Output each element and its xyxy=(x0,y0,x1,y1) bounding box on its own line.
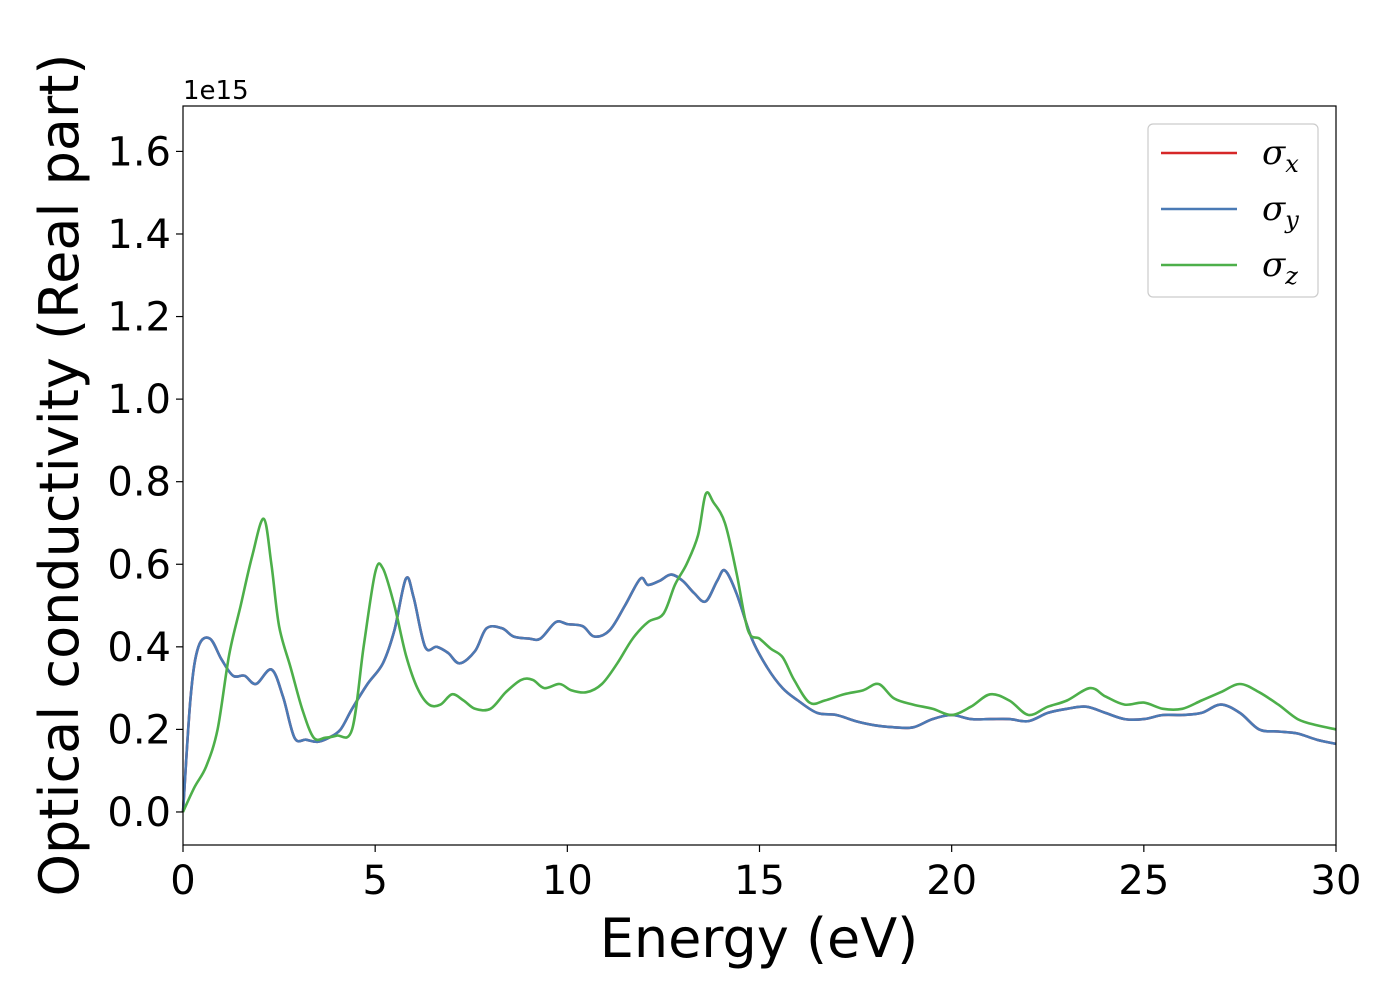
x-axis-ticks: 0 5 10 15 20 25 30 xyxy=(170,845,1361,904)
legend-label-y: σy xyxy=(1262,189,1299,234)
x-tick-label: 0 xyxy=(170,858,195,904)
y-offset-label: 1e15 xyxy=(183,76,249,106)
x-tick-label: 20 xyxy=(926,858,977,904)
y-tick-label: 0.2 xyxy=(107,707,171,753)
x-axis-title: Energy (eV) xyxy=(600,907,919,970)
legend-label-x: σx xyxy=(1262,133,1299,178)
y-tick-label: 0.6 xyxy=(107,542,171,588)
y-axis-title: Optical conductivity (Real part) xyxy=(28,54,91,897)
x-tick-label: 10 xyxy=(542,858,593,904)
x-tick-label: 25 xyxy=(1118,858,1169,904)
y-tick-label: 1.2 xyxy=(107,295,171,341)
series-layer xyxy=(181,491,1337,813)
y-tick-label: 0.4 xyxy=(107,625,171,671)
y-tick-label: 0.8 xyxy=(107,460,171,506)
legend: σx σy σz xyxy=(1147,123,1319,298)
legend-label-z: σz xyxy=(1262,245,1298,290)
x-tick-label: 5 xyxy=(362,858,387,904)
series-line-z xyxy=(181,491,1337,813)
y-tick-label: 1.4 xyxy=(107,212,171,258)
x-tick-label: 15 xyxy=(734,858,785,904)
legend-frame xyxy=(1147,123,1319,298)
y-axis-ticks: 0.0 0.2 0.4 0.6 0.8 1.0 1.2 1.4 1.6 xyxy=(107,129,183,836)
y-tick-label: 1.0 xyxy=(107,377,171,423)
y-tick-label: 0.0 xyxy=(107,790,171,836)
y-tick-label: 1.6 xyxy=(107,129,171,175)
x-tick-label: 30 xyxy=(1311,858,1362,904)
plot-background xyxy=(183,106,1336,845)
